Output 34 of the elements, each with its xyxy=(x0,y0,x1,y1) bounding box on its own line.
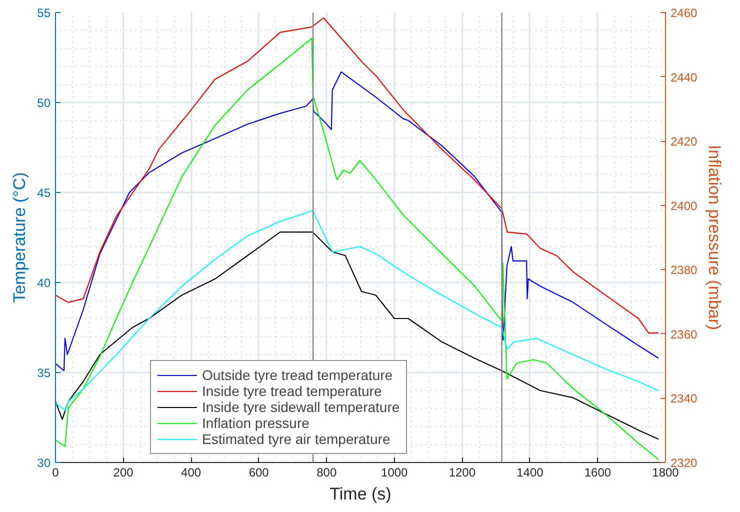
legend-label: Estimated tyre air temperature xyxy=(202,431,390,447)
x-tick-label: 1200 xyxy=(448,466,476,480)
legend-label: Outside tyre tread temperature xyxy=(202,367,393,383)
x-tick-label: 1400 xyxy=(516,466,544,480)
x-tick-label: 800 xyxy=(316,466,337,480)
y-axis-title: Temperature (°C) xyxy=(10,172,30,303)
line-series xyxy=(56,17,659,334)
y-tick-label: 45 xyxy=(37,186,51,200)
y2-axis-title: Inflation pressure (mbar) xyxy=(705,144,724,330)
y-tick-label: 30 xyxy=(37,456,51,470)
y2-tick-label: 2420 xyxy=(670,134,698,149)
x-tick-label: 400 xyxy=(181,466,202,480)
y-tick-label: 35 xyxy=(37,366,51,380)
line-series xyxy=(56,38,659,460)
y2-tick-label: 2360 xyxy=(670,327,698,342)
x-tick-label: 600 xyxy=(248,466,270,480)
x-tick-label: 200 xyxy=(113,466,134,480)
legend-label: Inflation pressure xyxy=(202,415,310,431)
y2-tick-label: 2340 xyxy=(670,392,698,406)
y2-tick-label: 2440 xyxy=(670,70,698,84)
y-tick-label: 50 xyxy=(37,96,51,110)
x-axis-title: Time (s) xyxy=(330,484,392,504)
y2-tick-label: 2380 xyxy=(670,263,698,278)
line-series xyxy=(56,71,659,372)
x-tick-label: 1800 xyxy=(652,466,680,480)
y2-tick-label: 2460 xyxy=(670,6,698,20)
y-tick-label: 40 xyxy=(37,276,51,290)
x-tick-label: 1000 xyxy=(381,466,408,480)
y2-tick-label: 2400 xyxy=(670,198,698,213)
y-tick-label: 55 xyxy=(37,6,51,20)
x-tick-label: 0 xyxy=(52,466,60,480)
legend-label: Inside tyre tread temperature xyxy=(202,383,382,399)
x-tick-label: 1600 xyxy=(584,466,612,480)
legend-label: Inside tyre sidewall temperature xyxy=(202,399,400,415)
